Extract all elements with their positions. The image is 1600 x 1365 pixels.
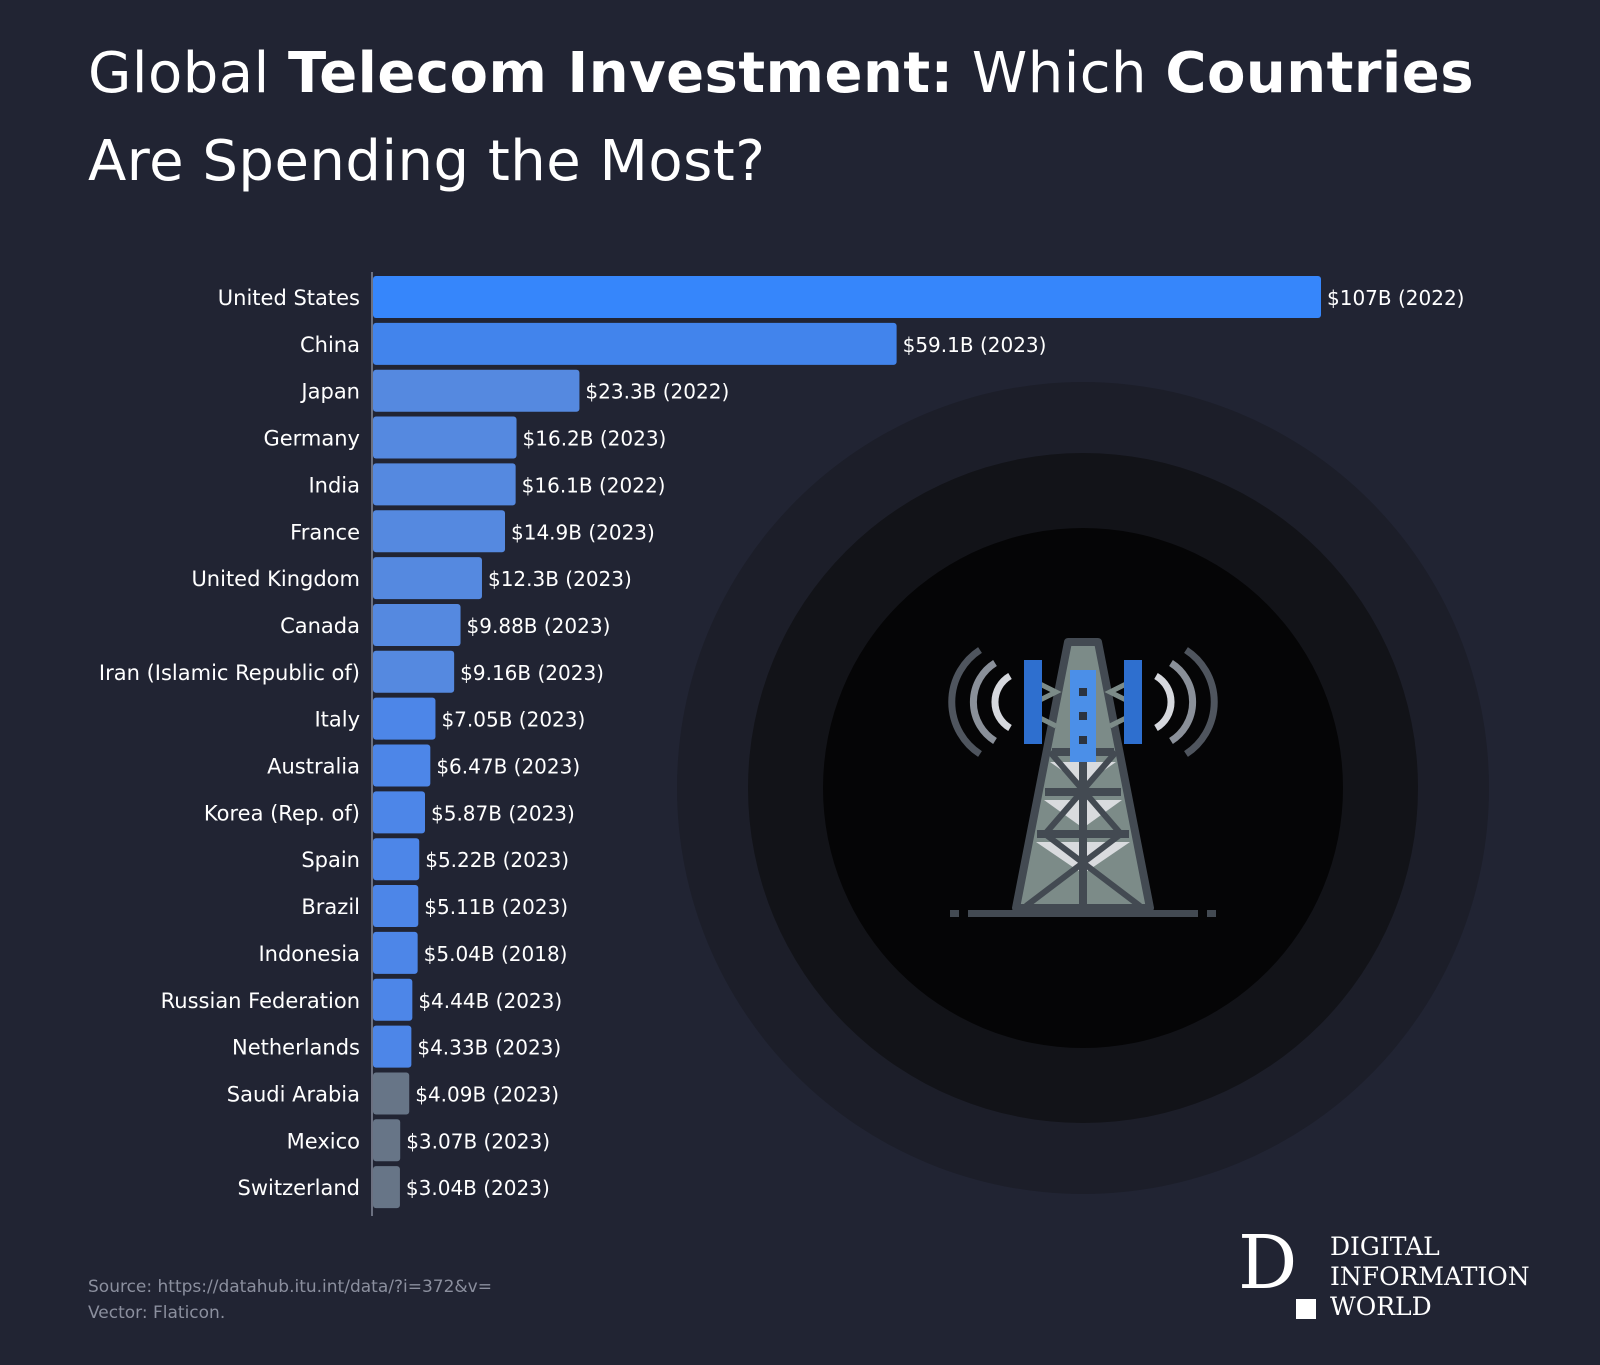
- bar-india: [373, 463, 516, 506]
- value-label: $107B (2022): [1327, 286, 1464, 310]
- value-label: $4.33B (2023): [417, 1036, 561, 1060]
- bar-united-states: [373, 276, 1321, 318]
- brand-logo: D DIGITAL INFORMATION WORLD: [1238, 1222, 1538, 1328]
- value-label: $12.3B (2023): [488, 567, 632, 591]
- value-label: $3.04B (2023): [406, 1176, 550, 1200]
- bar-france: [373, 510, 506, 553]
- cell-tower-icon: [948, 638, 1218, 917]
- logo-wordmark: DIGITAL INFORMATION WORLD: [1330, 1232, 1530, 1322]
- logo-line: WORLD: [1330, 1292, 1432, 1321]
- value-label: $59.1B (2023): [903, 333, 1047, 357]
- chart-title: Global Telecom Investment: Which Countri…: [88, 30, 1548, 206]
- logo-mark: D: [1238, 1220, 1298, 1306]
- title-part-bold: Countries: [1165, 41, 1475, 106]
- bar-iran-islamic-republic-of: [373, 650, 455, 693]
- source-note: Source: https://datahub.itu.int/data/?i=…: [88, 1274, 492, 1326]
- bar-korea-rep-of: [373, 791, 426, 834]
- category-label: Spain: [301, 848, 360, 872]
- logo-line: DIGITAL: [1330, 1232, 1440, 1261]
- value-label: $9.88B (2023): [467, 614, 611, 638]
- tower-illustration: [677, 382, 1489, 1194]
- value-label: $5.22B (2023): [425, 848, 569, 872]
- bar-united-kingdom: [373, 557, 482, 600]
- category-label: Australia: [267, 755, 360, 779]
- category-label: Brazil: [301, 895, 360, 919]
- value-label: $4.44B (2023): [418, 989, 562, 1013]
- value-label: $5.11B (2023): [424, 895, 568, 919]
- bar-saudi-arabia: [373, 1072, 410, 1115]
- category-label: Netherlands: [232, 1036, 360, 1060]
- category-label: Italy: [314, 708, 360, 732]
- category-label: Indonesia: [258, 942, 360, 966]
- bar-china: [373, 322, 897, 365]
- source-text: Source: https://datahub.itu.int/data/?i=…: [88, 1277, 492, 1297]
- value-label: $4.09B (2023): [415, 1082, 559, 1106]
- category-label: Japan: [299, 380, 360, 404]
- value-label: $5.04B (2018): [424, 942, 568, 966]
- category-label: United Kingdom: [191, 567, 360, 591]
- value-label: $5.87B (2023): [431, 801, 575, 825]
- title-part: Which: [953, 41, 1166, 106]
- bar-russian-federation: [373, 978, 413, 1021]
- bar-australia: [373, 744, 431, 787]
- category-label: France: [290, 520, 360, 544]
- bar-switzerland: [373, 1166, 400, 1209]
- bars-group: United States $107B (2022) China $59.1B (20…: [99, 276, 1464, 1209]
- category-label: Canada: [280, 614, 360, 638]
- value-label: $9.16B (2023): [460, 661, 604, 685]
- bar-netherlands: [373, 1025, 412, 1068]
- title-part: Are Spending the Most?: [88, 129, 766, 194]
- category-label: China: [300, 333, 360, 357]
- value-label: $3.07B (2023): [406, 1129, 550, 1153]
- category-label: Saudi Arabia: [227, 1082, 360, 1106]
- category-label: United States: [218, 286, 360, 310]
- bar-italy: [373, 697, 436, 740]
- category-label: Russian Federation: [161, 989, 360, 1013]
- title-part: Global: [88, 41, 288, 106]
- category-label: Korea (Rep. of): [204, 801, 360, 825]
- title-part-bold: Telecom Investment:: [287, 41, 954, 106]
- category-label: Switzerland: [238, 1176, 361, 1200]
- value-label: $23.3B (2022): [585, 380, 729, 404]
- category-label: Germany: [263, 427, 360, 451]
- value-label: $7.05B (2023): [441, 708, 585, 732]
- category-label: Iran (Islamic Republic of): [99, 661, 360, 685]
- value-label: $6.47B (2023): [436, 755, 580, 779]
- category-label: India: [308, 473, 360, 497]
- value-label: $16.1B (2022): [522, 473, 666, 497]
- bar-spain: [373, 838, 420, 881]
- bar-indonesia: [373, 931, 418, 974]
- logo-square-icon: [1296, 1299, 1316, 1319]
- value-label: $14.9B (2023): [511, 520, 655, 544]
- logo-line: INFORMATION: [1330, 1262, 1530, 1291]
- bar-japan: [373, 369, 580, 412]
- bar-germany: [373, 416, 517, 459]
- value-label: $16.2B (2023): [523, 427, 667, 451]
- bar-mexico: [373, 1119, 401, 1162]
- bar-canada: [373, 603, 461, 646]
- bar-brazil: [373, 885, 419, 928]
- vector-credit: Vector: Flaticon.: [88, 1303, 226, 1323]
- category-label: Mexico: [287, 1129, 360, 1153]
